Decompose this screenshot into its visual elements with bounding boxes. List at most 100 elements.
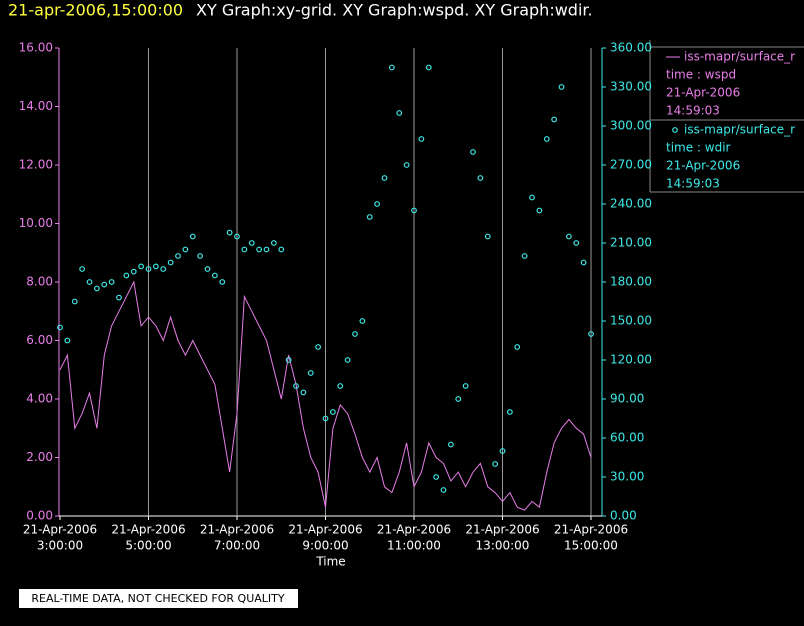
x-tick-label: 5:00:00 [125, 539, 171, 553]
y2-tick-label: 330.00 [610, 80, 652, 94]
y2-tick-label: 210.00 [610, 236, 652, 250]
y-tick-label: 10.00 [19, 216, 53, 230]
wdir-point [116, 294, 122, 301]
wdir-point [529, 194, 535, 201]
wdir-point [543, 136, 550, 142]
wdir-point [234, 233, 240, 240]
legend-label: iss-mapr/surface_r [684, 50, 795, 64]
legend-detail: time : wspd [666, 68, 736, 82]
wdir-point [145, 266, 152, 272]
wdir-point [447, 441, 454, 448]
wdir-point [101, 281, 108, 288]
wdir-point [175, 253, 181, 259]
wdir-point [226, 229, 233, 236]
y2-tick-label: 270.00 [610, 158, 652, 172]
wdir-point [470, 149, 476, 155]
x-tick-label: 3:00:00 [37, 539, 83, 553]
x-tick-label: 15:00:00 [564, 539, 618, 553]
wdir-point [71, 298, 78, 305]
wdir-point [433, 474, 440, 480]
wdir-point [219, 279, 226, 285]
y2-tick-label: 180.00 [610, 275, 652, 289]
wdir-point [352, 331, 358, 337]
legend-detail: 21-Apr-2006 [666, 159, 740, 173]
wdir-point [152, 263, 159, 270]
y2-tick-label: 60.00 [610, 431, 644, 445]
wdir-point [551, 116, 558, 123]
wdir-point [588, 331, 594, 337]
wdir-point [86, 279, 93, 285]
y-tick-label: 16.00 [19, 41, 53, 55]
y-tick-label: 4.00 [26, 392, 53, 406]
x-tick-label: 21-Apr-2006 [377, 523, 451, 537]
y-tick-label: 0.00 [26, 509, 53, 523]
wdir-point [64, 337, 71, 344]
wdir-point [484, 233, 491, 240]
wdir-point [477, 175, 484, 181]
wspd-line [59, 280, 592, 511]
wdir-point [130, 268, 137, 275]
y2-tick-label: 90.00 [610, 392, 644, 406]
wdir-point [138, 263, 145, 270]
legend-swatch [672, 127, 678, 133]
wdir-point [418, 136, 425, 142]
wdir-point [285, 357, 292, 363]
wdir-point [499, 448, 506, 454]
wdir-point [322, 415, 329, 422]
wdir-point [270, 240, 277, 246]
y2-tick-label: 120.00 [610, 353, 652, 367]
wdir-point [204, 266, 211, 272]
wdir-point [440, 487, 447, 493]
y2-tick-label: 300.00 [610, 119, 652, 133]
y2-tick-label: 360.00 [610, 41, 652, 55]
y-tick-label: 14.00 [19, 99, 53, 113]
x-tick-label: 11:00:00 [387, 539, 441, 553]
y2-tick-label: 30.00 [610, 470, 644, 484]
legend-detail: 21-Apr-2006 [666, 86, 740, 100]
y-tick-label: 8.00 [26, 275, 53, 289]
wdir-point [123, 272, 130, 279]
chart-subtitle: XY Graph:xy-grid. XY Graph:wspd. XY Grap… [196, 1, 593, 20]
wdir-point [167, 259, 174, 266]
wdir-point [189, 233, 196, 240]
y-tick-label: 2.00 [26, 450, 53, 464]
x-tick-label: 13:00:00 [476, 539, 530, 553]
wdir-point [57, 324, 63, 331]
wdir-point [344, 357, 351, 363]
wdir-point [93, 285, 100, 292]
x-tick-label: 7:00:00 [214, 539, 260, 553]
legend-detail: time : wdir [666, 141, 731, 155]
wdir-point [506, 409, 513, 415]
wdir-point [573, 240, 580, 246]
wdir-point [514, 344, 521, 350]
footer-note: REAL-TIME DATA, NOT CHECKED FOR QUALITY [31, 592, 285, 605]
wdir-point [388, 64, 395, 71]
wdir-point [211, 272, 218, 279]
wdir-point [182, 246, 189, 253]
wdir-point [565, 233, 572, 240]
wdir-point [359, 318, 366, 324]
x-tick-label: 21-Apr-2006 [23, 523, 97, 537]
wdir-point [278, 246, 285, 253]
wdir-point [366, 214, 373, 220]
x-tick-label: 21-Apr-2006 [554, 523, 628, 537]
wdir-point [79, 266, 86, 272]
wdir-point [558, 84, 565, 90]
y2-tick-label: 240.00 [610, 197, 652, 211]
x-tick-label: 21-Apr-2006 [200, 523, 274, 537]
wdir-point [300, 389, 307, 396]
wdir-point [455, 396, 462, 402]
wdir-point [197, 253, 204, 259]
wdir-point [256, 246, 263, 253]
legend-detail: 14:59:03 [666, 104, 720, 118]
wdir-point [293, 383, 299, 389]
x-tick-label: 21-Apr-2006 [111, 523, 185, 537]
x-tick-label: 9:00:00 [302, 539, 348, 553]
footer-box [19, 589, 298, 608]
x-tick-label: 21-Apr-2006 [288, 523, 362, 537]
wdir-point [263, 246, 270, 253]
wdir-point [580, 259, 587, 266]
chart-title: 21-apr-2006,15:00:00 [8, 1, 183, 20]
y2-tick-label: 0.00 [610, 509, 637, 523]
